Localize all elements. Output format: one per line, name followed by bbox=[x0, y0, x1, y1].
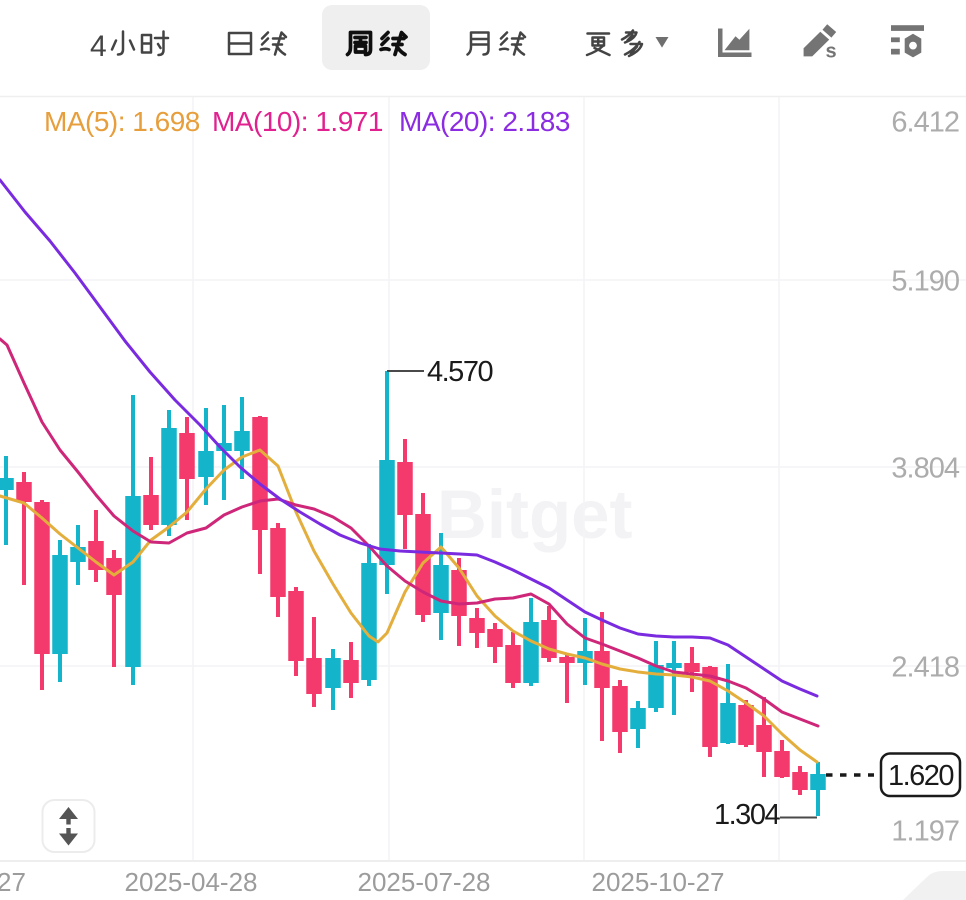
svg-text:MA(10): 1.971: MA(10): 1.971 bbox=[212, 106, 383, 137]
svg-text:4: 4 bbox=[90, 30, 107, 63]
svg-text:1.197: 1.197 bbox=[891, 816, 959, 848]
svg-text:s: s bbox=[826, 40, 837, 62]
svg-text:1.620: 1.620 bbox=[888, 760, 953, 792]
svg-text:2025-07-28: 2025-07-28 bbox=[358, 867, 491, 897]
svg-text:MA(20): 2.183: MA(20): 2.183 bbox=[399, 106, 570, 137]
svg-text:Bitget: Bitget bbox=[437, 476, 633, 553]
svg-text:5.190: 5.190 bbox=[891, 266, 959, 298]
svg-text:27: 27 bbox=[0, 867, 26, 897]
svg-text:2.418: 2.418 bbox=[891, 652, 959, 684]
svg-text:6.412: 6.412 bbox=[891, 107, 959, 139]
svg-text:3.804: 3.804 bbox=[891, 453, 959, 485]
svg-text:4.570: 4.570 bbox=[427, 356, 492, 388]
svg-text:2025-04-28: 2025-04-28 bbox=[125, 867, 258, 897]
svg-text:2025-10-27: 2025-10-27 bbox=[592, 867, 725, 897]
svg-text:MA(5): 1.698: MA(5): 1.698 bbox=[44, 106, 200, 137]
svg-text:1.304: 1.304 bbox=[714, 799, 780, 831]
